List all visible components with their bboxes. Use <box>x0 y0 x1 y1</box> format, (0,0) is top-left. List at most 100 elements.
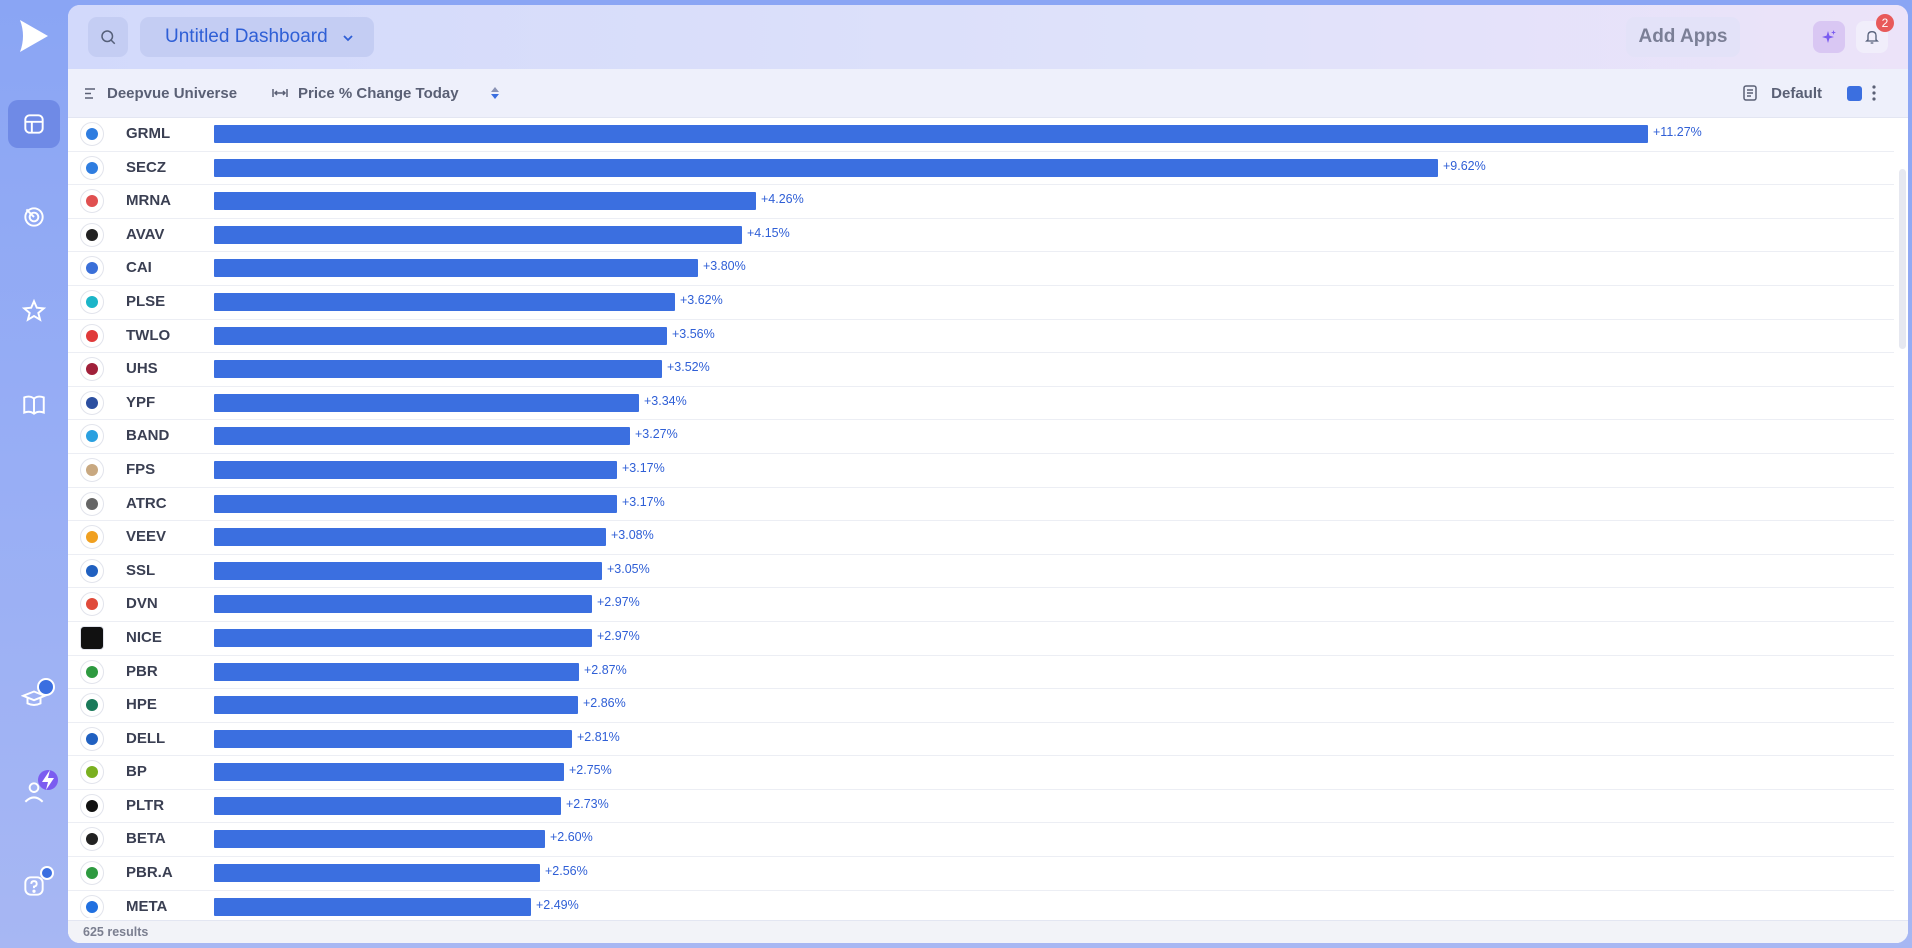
chart-row[interactable]: SSL +3.05% <box>68 555 1894 589</box>
user-icon <box>24 782 44 803</box>
chart-widget: Deepvue Universe Price % Change Today De… <box>68 69 1908 943</box>
company-logo-icon <box>80 289 104 314</box>
ticker-label: PBR.A <box>126 864 173 882</box>
value-label: +3.52% <box>667 360 710 375</box>
dashboard-selector[interactable]: Untitled Dashboard <box>140 17 374 57</box>
layout-label: Default <box>1771 84 1822 102</box>
nav-watchlist-button[interactable] <box>8 287 60 335</box>
ticker-label: AVAV <box>126 225 165 243</box>
bar[interactable] <box>214 460 617 479</box>
metric-label: Price % Change Today <box>298 84 459 102</box>
nav-learn-button[interactable] <box>8 381 60 429</box>
bar[interactable] <box>214 763 564 782</box>
value-label: +3.17% <box>622 494 665 509</box>
color-swatch[interactable] <box>1847 85 1862 101</box>
value-label: +9.62% <box>1443 158 1486 173</box>
bar[interactable] <box>214 796 561 815</box>
company-logo-icon <box>80 424 104 449</box>
universe-selector[interactable]: Deepvue Universe <box>84 85 237 102</box>
ticker-label: BETA <box>126 830 166 848</box>
app-logo-icon[interactable] <box>18 18 50 54</box>
bar[interactable] <box>214 292 675 311</box>
nav-help-button[interactable] <box>8 862 60 910</box>
bar[interactable] <box>214 259 698 278</box>
chart-row[interactable]: MRNA +4.26% <box>68 185 1894 219</box>
chart-row[interactable]: FPS +3.17% <box>68 454 1894 488</box>
bar[interactable] <box>214 897 531 916</box>
chart-row[interactable]: VEEV +3.08% <box>68 521 1894 555</box>
bar[interactable] <box>214 595 592 614</box>
scrollbar[interactable] <box>1899 169 1906 349</box>
layout-selector[interactable]: Default <box>1743 85 1822 102</box>
add-apps-button[interactable]: Add Apps <box>1626 17 1740 57</box>
ticker-label: VEEV <box>126 528 167 546</box>
nav-scanner-button[interactable] <box>8 193 60 241</box>
bar[interactable] <box>214 494 617 513</box>
dashboard-icon <box>24 114 44 134</box>
bar[interactable] <box>214 561 602 580</box>
chart-row[interactable]: PBR.A +2.56% <box>68 857 1894 891</box>
widget-header: Deepvue Universe Price % Change Today De… <box>68 69 1908 118</box>
chart-row[interactable]: BETA +2.60% <box>68 823 1894 858</box>
search-button[interactable] <box>88 17 128 57</box>
nav-dashboard-button[interactable] <box>8 100 60 148</box>
main-panel: Untitled Dashboard Add Apps 2 Dee <box>68 5 1908 943</box>
chart-row[interactable]: BAND +3.27% <box>68 420 1894 454</box>
left-sidebar <box>0 0 68 948</box>
list-icon <box>85 87 95 99</box>
lightning-badge-icon <box>38 770 58 790</box>
bar[interactable] <box>214 192 756 211</box>
bar[interactable] <box>214 528 606 547</box>
value-label: +3.56% <box>672 326 715 341</box>
bar[interactable] <box>214 326 667 345</box>
company-logo-icon <box>80 323 104 348</box>
chart-row[interactable]: CAI +3.80% <box>68 252 1894 286</box>
bar[interactable] <box>214 864 540 883</box>
nav-profile-button[interactable] <box>8 768 60 816</box>
ticker-label: META <box>126 897 168 915</box>
value-label: +11.27% <box>1653 125 1702 139</box>
chart-row[interactable]: ATRC +3.17% <box>68 488 1894 522</box>
chart-row[interactable]: NICE +2.97% <box>68 622 1894 656</box>
chart-row[interactable]: SECZ +9.62% <box>68 152 1894 186</box>
bar[interactable] <box>214 125 1648 143</box>
bar[interactable] <box>214 662 579 681</box>
bar[interactable] <box>214 696 578 715</box>
chart-row[interactable]: DELL +2.81% <box>68 723 1894 757</box>
value-label: +4.26% <box>761 192 804 207</box>
ticker-label: BP <box>126 763 147 781</box>
bar[interactable] <box>214 628 592 647</box>
chart-row[interactable]: PLSE +3.62% <box>68 286 1894 320</box>
top-bar: Untitled Dashboard Add Apps 2 <box>68 5 1908 69</box>
more-vertical-icon[interactable] <box>1872 85 1876 101</box>
bar[interactable] <box>214 830 545 849</box>
sort-icon[interactable] <box>490 86 500 100</box>
chart-row[interactable]: META +2.49% <box>68 891 1894 918</box>
bar[interactable] <box>214 393 639 412</box>
bar[interactable] <box>214 225 742 244</box>
ticker-label: PBR <box>126 662 158 680</box>
ai-assistant-button[interactable] <box>1813 21 1845 53</box>
value-label: +2.75% <box>569 763 612 778</box>
chart-row[interactable]: DVN +2.97% <box>68 588 1894 622</box>
help-icon <box>24 876 44 896</box>
nav-courses-button[interactable] <box>8 674 60 722</box>
chart-row[interactable]: TWLO +3.56% <box>68 320 1894 354</box>
bar[interactable] <box>214 729 572 748</box>
bar[interactable] <box>214 158 1438 177</box>
chart-row[interactable]: YPF +3.34% <box>68 387 1894 421</box>
chart-row[interactable]: AVAV +4.15% <box>68 219 1894 253</box>
chart-row[interactable]: PBR +2.87% <box>68 656 1894 690</box>
chart-row[interactable]: HPE +2.86% <box>68 689 1894 723</box>
value-label: +2.86% <box>583 696 626 711</box>
bar[interactable] <box>214 427 630 446</box>
ticker-label: PLSE <box>126 292 166 310</box>
bar[interactable] <box>214 360 662 379</box>
results-count: 625 results <box>83 925 149 939</box>
chart-row[interactable]: UHS +3.52% <box>68 353 1894 387</box>
value-label: +2.81% <box>577 729 620 744</box>
chart-row[interactable]: PLTR +2.73% <box>68 790 1894 824</box>
metric-selector[interactable]: Price % Change Today <box>272 85 459 102</box>
chart-row[interactable]: GRML +11.27% <box>68 118 1894 152</box>
chart-row[interactable]: BP +2.75% <box>68 756 1894 790</box>
